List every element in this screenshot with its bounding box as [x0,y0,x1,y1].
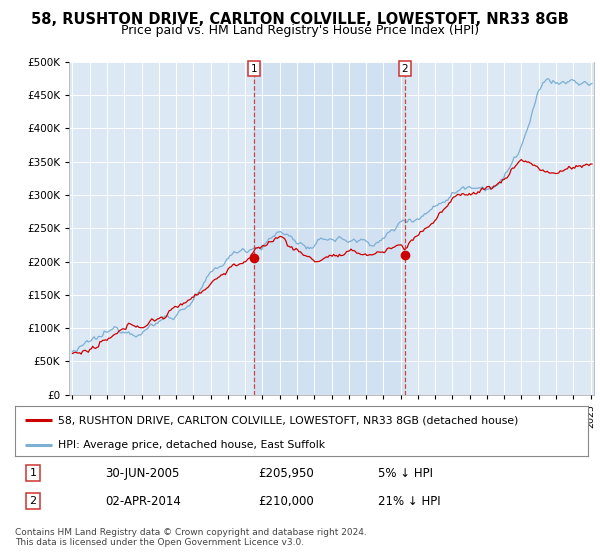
Text: 5% ↓ HPI: 5% ↓ HPI [378,466,433,480]
Text: Price paid vs. HM Land Registry's House Price Index (HPI): Price paid vs. HM Land Registry's House … [121,24,479,36]
Text: 1: 1 [250,64,257,73]
Text: £205,950: £205,950 [258,466,314,480]
Text: 30-JUN-2005: 30-JUN-2005 [105,466,179,480]
Text: £210,000: £210,000 [258,494,314,508]
Text: 58, RUSHTON DRIVE, CARLTON COLVILLE, LOWESTOFT, NR33 8GB (detached house): 58, RUSHTON DRIVE, CARLTON COLVILLE, LOW… [58,415,518,425]
Text: Contains HM Land Registry data © Crown copyright and database right 2024.
This d: Contains HM Land Registry data © Crown c… [15,528,367,547]
Text: 1: 1 [29,468,37,478]
Text: 02-APR-2014: 02-APR-2014 [105,494,181,508]
Text: 2: 2 [401,64,408,73]
Text: 21% ↓ HPI: 21% ↓ HPI [378,494,440,508]
Text: 58, RUSHTON DRIVE, CARLTON COLVILLE, LOWESTOFT, NR33 8GB: 58, RUSHTON DRIVE, CARLTON COLVILLE, LOW… [31,12,569,27]
Bar [254,62,405,395]
Text: HPI: Average price, detached house, East Suffolk: HPI: Average price, detached house, East… [58,440,325,450]
Text: 2: 2 [29,496,37,506]
